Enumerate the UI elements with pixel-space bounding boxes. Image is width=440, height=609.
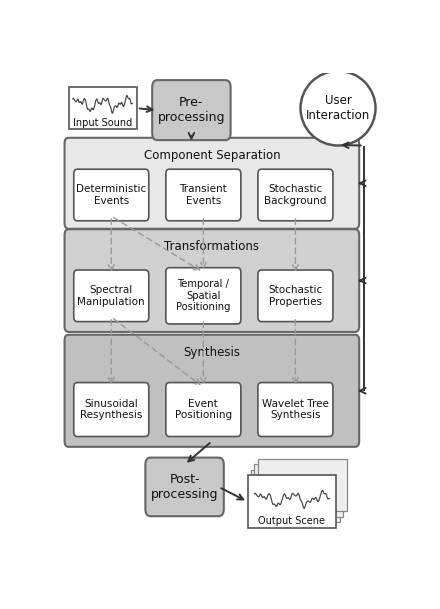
FancyBboxPatch shape: [145, 457, 224, 516]
Text: Sinusoidal
Resynthesis: Sinusoidal Resynthesis: [80, 399, 143, 420]
Text: Stochastic
Background: Stochastic Background: [264, 184, 326, 206]
Text: Input Sound: Input Sound: [73, 118, 132, 128]
FancyBboxPatch shape: [258, 382, 333, 437]
Text: Event
Positioning: Event Positioning: [175, 399, 232, 420]
Text: Pre-
processing: Pre- processing: [158, 96, 225, 124]
FancyBboxPatch shape: [251, 470, 340, 523]
Text: Synthesis: Synthesis: [183, 346, 240, 359]
Text: User
Interaction: User Interaction: [306, 94, 370, 122]
FancyBboxPatch shape: [69, 87, 137, 129]
Text: Spectral
Manipulation: Spectral Manipulation: [77, 285, 145, 306]
FancyBboxPatch shape: [258, 459, 347, 511]
Text: Wavelet Tree
Synthesis: Wavelet Tree Synthesis: [262, 399, 329, 420]
Text: Temporal /
Spatial
Positioning: Temporal / Spatial Positioning: [176, 279, 231, 312]
Text: Post-
processing: Post- processing: [151, 473, 218, 501]
Text: Transformations: Transformations: [165, 241, 259, 253]
Text: Transient
Events: Transient Events: [180, 184, 227, 206]
FancyBboxPatch shape: [166, 268, 241, 324]
FancyBboxPatch shape: [258, 169, 333, 221]
Text: Component Separation: Component Separation: [143, 149, 280, 162]
FancyBboxPatch shape: [166, 169, 241, 221]
FancyBboxPatch shape: [65, 335, 359, 447]
FancyBboxPatch shape: [65, 138, 359, 229]
FancyBboxPatch shape: [74, 169, 149, 221]
FancyBboxPatch shape: [74, 270, 149, 322]
FancyBboxPatch shape: [166, 382, 241, 437]
FancyBboxPatch shape: [258, 270, 333, 322]
FancyBboxPatch shape: [65, 229, 359, 332]
Ellipse shape: [301, 71, 376, 146]
Text: Output Scene: Output Scene: [258, 516, 326, 526]
FancyBboxPatch shape: [152, 80, 231, 140]
FancyBboxPatch shape: [254, 464, 343, 516]
Text: Stochastic
Properties: Stochastic Properties: [268, 285, 323, 306]
FancyBboxPatch shape: [248, 476, 336, 528]
FancyBboxPatch shape: [74, 382, 149, 437]
Text: Deterministic
Events: Deterministic Events: [76, 184, 147, 206]
